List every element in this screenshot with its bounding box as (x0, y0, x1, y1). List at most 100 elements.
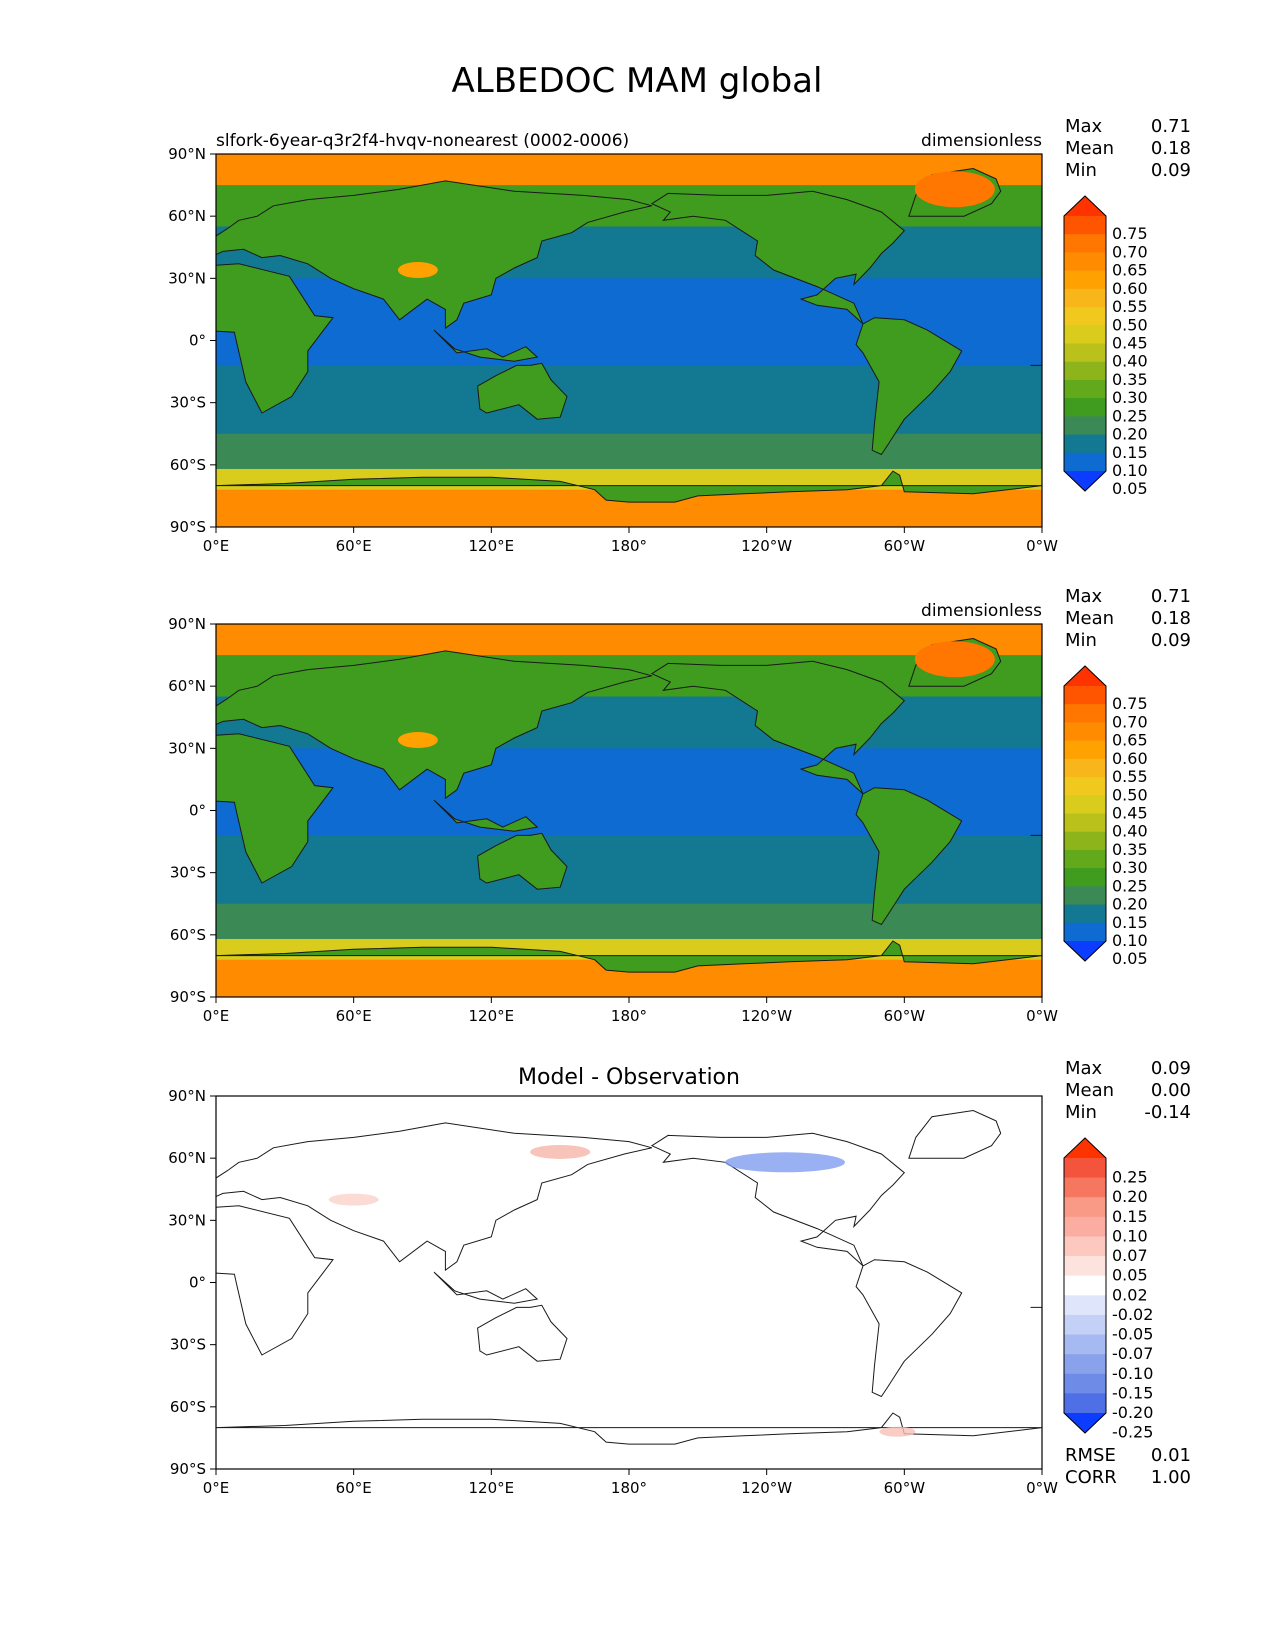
colorbar: 0.750.700.650.600.550.500.450.400.350.30… (1063, 665, 1148, 968)
x-tick-label: 0°W (1026, 537, 1058, 555)
y-tick-label: 30°N (168, 1211, 206, 1229)
figure-title: ALBEDOC MAM global (452, 61, 823, 101)
y-tick-label: 60°S (170, 1398, 206, 1416)
colorbar-swatch (1064, 777, 1106, 796)
colorbar-level: -0.25 (1112, 1423, 1153, 1442)
tibet-highlight (397, 732, 438, 749)
map-field (216, 1096, 1042, 1469)
colorbar-swatch (1064, 758, 1106, 778)
colorbar-swatch (1064, 252, 1106, 272)
colorbar-outline (1063, 665, 1107, 962)
x-tick-label: 60°W (884, 1479, 926, 1497)
stat-label: Max (1065, 586, 1103, 607)
panel-difference: Model - Observation 0°E 60°E 120°E 180° 120°W… (168, 1058, 1191, 1497)
stat-value: 0.71 (1151, 586, 1191, 607)
x-tick-label: 60°E (336, 537, 372, 555)
colorbar-level: 0.10 (1112, 1226, 1148, 1245)
colorbar-level: 0.35 (1112, 840, 1148, 859)
colorbar-level: 0.75 (1112, 224, 1148, 243)
x-tick-label: 0°W (1026, 1479, 1058, 1497)
x-tick-label: 0°E (203, 537, 230, 555)
colorbar-swatch (1064, 379, 1106, 399)
panels: slfork-6year-q3r2f4-hvqv-nonearest (0002… (168, 116, 1191, 1497)
colorbar-extend-min (1064, 941, 1106, 961)
colorbar-level: 0.02 (1112, 1285, 1148, 1304)
coastline (216, 650, 653, 800)
y-tick-label: 30°S (170, 1336, 206, 1354)
x-tick-label: 180° (611, 1007, 647, 1025)
stat-value: 0.00 (1151, 1080, 1191, 1101)
lat-band (216, 624, 1042, 656)
positive-anomaly (328, 1193, 379, 1206)
colorbar-level: -0.20 (1112, 1403, 1153, 1422)
colorbar-swatch (1064, 325, 1106, 345)
y-tick-label: 60°N (168, 207, 206, 225)
panel-units: dimensionless (921, 601, 1042, 621)
map-field (216, 624, 1042, 997)
x-tick-label: 120°E (469, 537, 515, 555)
x-tick-label: 180° (611, 1479, 647, 1497)
coastline (650, 190, 906, 325)
colorbar-swatch (1064, 288, 1106, 308)
colorbar-swatch (1064, 795, 1106, 815)
coastline (477, 832, 568, 890)
coastline (216, 1205, 334, 1356)
y-tick-label: 90°S (170, 988, 206, 1006)
footer-stat-label: CORR (1065, 1467, 1117, 1488)
colorbar-level: 0.05 (1112, 949, 1148, 968)
coastline (855, 317, 963, 456)
coastline (433, 799, 539, 832)
x-tick-label: 120°W (741, 1479, 792, 1497)
coastline (216, 470, 1042, 503)
stat-value: 0.18 (1151, 138, 1191, 159)
stat-value: 0.09 (1151, 160, 1191, 181)
panel-observation: dimensionless 0°E 60°E 120°E 180° 120°W 60°W 0°… (168, 586, 1191, 1025)
colorbar-swatch (1064, 1177, 1106, 1198)
colorbar-level: 0.30 (1112, 388, 1148, 407)
stat-label: Max (1065, 116, 1103, 137)
colorbar-swatch (1064, 1236, 1106, 1257)
colorbar-swatch (1064, 1295, 1106, 1316)
coastline (855, 1259, 963, 1398)
colorbar-swatch (1064, 416, 1106, 436)
colorbar-level: 0.25 (1112, 876, 1148, 895)
coastline (908, 1109, 1002, 1159)
positive-anomaly (530, 1144, 591, 1159)
coastline (216, 263, 334, 414)
colorbar-extend-max (1064, 196, 1106, 216)
colorbar: 0.250.200.150.100.070.050.02-0.02-0.05-0… (1063, 1137, 1153, 1442)
panel-title-center: Model - Observation (518, 1065, 740, 1090)
colorbar-swatch (1064, 1216, 1106, 1238)
y-tick-label: 30°S (170, 394, 206, 412)
colorbar: 0.750.700.650.600.550.500.450.400.350.30… (1063, 195, 1148, 498)
colorbar-outline (1063, 195, 1107, 492)
y-tick-label: 60°S (170, 926, 206, 944)
coastline (216, 940, 1042, 973)
coastline (433, 1271, 539, 1304)
colorbar-level: 0.65 (1112, 731, 1148, 750)
y-tick-label: 30°N (168, 269, 206, 287)
colorbar-extend-min (1064, 471, 1106, 491)
y-tick-label: 90°N (168, 615, 206, 633)
colorbar-level: 0.25 (1112, 406, 1148, 425)
colorbar-level: 0.05 (1112, 479, 1148, 498)
colorbar-swatch (1064, 831, 1106, 851)
colorbar-swatch (1064, 361, 1106, 381)
stat-label: Mean (1065, 1080, 1114, 1101)
colorbar-extend-min (1064, 1413, 1106, 1433)
x-tick-label: 120°E (469, 1479, 515, 1497)
colorbar-level: 0.70 (1112, 712, 1148, 731)
colorbar-swatch (1064, 234, 1106, 254)
stat-label: Min (1065, 630, 1097, 651)
stat-value: -0.14 (1144, 1102, 1191, 1123)
colorbar-swatch (1064, 1334, 1106, 1355)
greenland-highlight (914, 171, 995, 208)
colorbar-swatch (1064, 1197, 1106, 1218)
x-tick-label: 120°E (469, 1007, 515, 1025)
panel-title-left: slfork-6year-q3r2f4-hvqv-nonearest (0002… (216, 131, 629, 151)
colorbar-swatch (1064, 1373, 1106, 1394)
tibet-highlight (397, 262, 438, 279)
lat-band (216, 433, 1042, 470)
colorbar-level: -0.10 (1112, 1364, 1153, 1383)
